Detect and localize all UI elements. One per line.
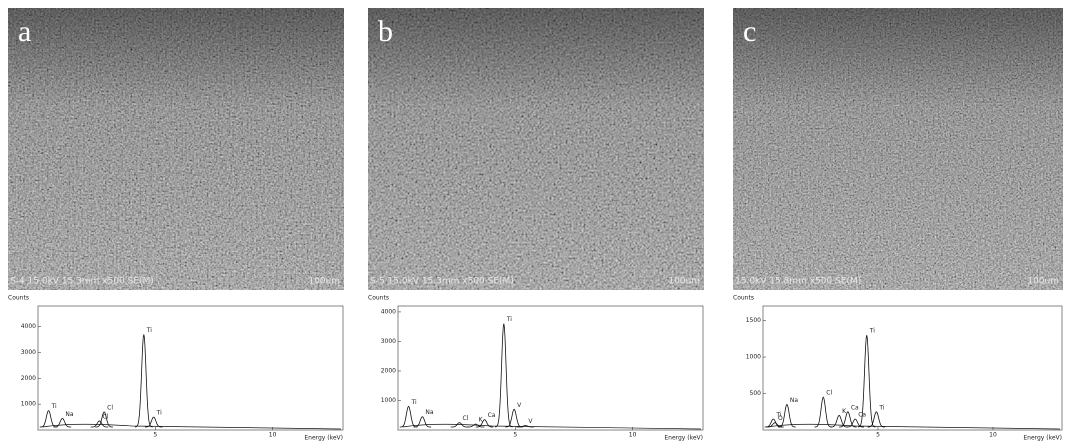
- spectrum-peak: [814, 396, 833, 428]
- spectrum-peak: [53, 417, 72, 428]
- peak-label: Na: [425, 409, 433, 416]
- spectrum-peak: [505, 408, 523, 428]
- y-tick-label: 3000: [21, 349, 36, 356]
- panel-label: b: [378, 15, 393, 48]
- spectrum-peak: [134, 334, 153, 428]
- peak-label: Cl: [826, 390, 832, 397]
- spectrum-peak: [516, 425, 535, 428]
- spectrum-peak: [839, 411, 857, 428]
- sem-shade: [733, 8, 1063, 290]
- y-tick-label: 2000: [21, 375, 36, 382]
- scale-label: 100um: [668, 277, 700, 287]
- spectrum-peak: [846, 418, 865, 428]
- x-tick-label: 5: [153, 432, 157, 439]
- y-tick-label: 1500: [746, 317, 761, 324]
- sem-caption: S-4 15.0kV 15.3mm x500 SE(M): [10, 277, 154, 287]
- spectrum-peak: [494, 323, 513, 428]
- peak-label: Ti: [411, 399, 417, 406]
- y-tick-label: 4000: [21, 323, 36, 330]
- y-tick-label: 500: [750, 390, 762, 397]
- y-tick-label: 2000: [381, 367, 396, 374]
- peak-label: Ti: [51, 403, 57, 410]
- baseline: [402, 423, 702, 430]
- peak-label: V: [517, 402, 522, 409]
- y-axis-label: Counts: [8, 295, 29, 302]
- y-tick-label: 1000: [21, 401, 36, 408]
- x-axis-label: Energy (keV): [664, 435, 703, 442]
- sem-caption: S-5 15.0kV 15.3mm x500 SE(M): [370, 277, 514, 287]
- sem-shade: [368, 8, 704, 290]
- x-tick-label: 5: [513, 432, 517, 439]
- peak-label: Ti: [156, 410, 162, 417]
- y-tick-label: 1000: [746, 354, 761, 361]
- panel-label: c: [743, 15, 756, 48]
- spectrum-peak: [867, 411, 886, 428]
- spectrum-peak: [144, 416, 163, 428]
- spectrum-peak: [475, 419, 494, 428]
- peak-label: Ca: [851, 404, 859, 411]
- x-tick-label: 10: [629, 432, 637, 439]
- panel-label: a: [18, 15, 31, 48]
- spectrum-peak: [778, 403, 796, 428]
- baseline: [767, 423, 1061, 430]
- spectrum-peak: [450, 422, 469, 428]
- spectrum-peak: [39, 410, 58, 428]
- baseline: [42, 423, 342, 430]
- peak-label: Ti: [775, 412, 781, 419]
- x-axis-label: Energy (keV): [1023, 435, 1062, 442]
- plot-frame: [37, 305, 344, 431]
- peak-label: K: [479, 417, 484, 424]
- peak-label: Cl: [462, 415, 468, 422]
- y-tick-label: 3000: [381, 338, 396, 345]
- peak-label: Ti: [506, 316, 512, 323]
- y-axis-label: Counts: [368, 295, 389, 302]
- y-tick-label: 1000: [381, 397, 396, 404]
- scale-label: 100um: [308, 277, 340, 287]
- peak-label: K: [842, 408, 847, 415]
- peak-label: Ti: [869, 328, 875, 335]
- x-tick-label: 10: [989, 432, 997, 439]
- plot-frame: [762, 305, 1063, 431]
- y-axis-label: Counts: [733, 295, 754, 302]
- peak-label: Cl: [107, 404, 113, 411]
- plot-frame: [397, 305, 704, 431]
- spectrum-peak: [830, 414, 848, 428]
- peak-label: Ti: [146, 327, 152, 334]
- scale-label: 100um: [1027, 277, 1059, 287]
- spectrum-peak: [413, 416, 432, 428]
- x-axis-label: Energy (keV): [304, 435, 343, 442]
- peak-label: Ti: [878, 404, 884, 411]
- spectrum-peak: [399, 405, 418, 428]
- spectrum-peak: [90, 420, 109, 428]
- peak-label: Na: [790, 397, 798, 404]
- peak-label: Cl: [102, 413, 108, 420]
- y-tick-label: 4000: [381, 308, 396, 315]
- spectrum-peak: [466, 423, 485, 428]
- x-tick-label: 10: [269, 432, 277, 439]
- peak-label: O: [778, 415, 783, 422]
- peak-label: Ca: [488, 412, 496, 419]
- x-tick-label: 5: [876, 432, 880, 439]
- peak-label: Na: [65, 411, 73, 418]
- sem-shade: [8, 8, 344, 290]
- peak-label: V: [528, 418, 533, 425]
- spectrum-peak: [95, 411, 113, 428]
- sem-caption: 15.0kV 15.8mm x500 SE(M): [735, 277, 861, 287]
